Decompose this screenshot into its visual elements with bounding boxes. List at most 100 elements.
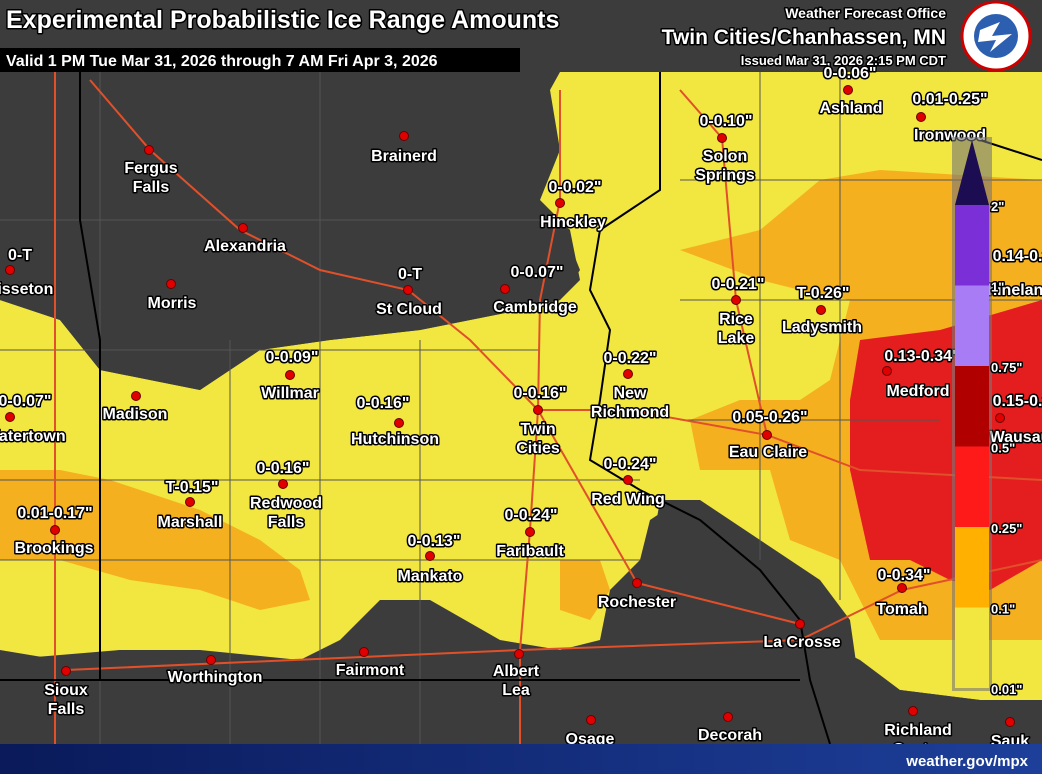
city-name: Rice [719, 311, 753, 328]
city-name: Falls [48, 701, 85, 718]
city-name: Madison [103, 406, 168, 423]
city-dot [50, 525, 60, 535]
office-label: Weather Forecast Office [785, 5, 946, 21]
city-name: Cities [516, 440, 560, 457]
city-name: Worthington [168, 669, 263, 686]
city-name: Ashland [819, 100, 882, 117]
ice-amount: 0-0.02" [549, 179, 602, 196]
ice-amount: 0-0.16" [257, 460, 310, 477]
legend-label: 0.75" [991, 360, 1022, 375]
ice-amount: 0-0.24" [604, 456, 657, 473]
ice-amount: 0-0.24" [505, 507, 558, 524]
city-dot [623, 369, 633, 379]
ice-amount: T-0.26" [797, 285, 850, 302]
city-name: Springs [695, 167, 755, 184]
ice-zone-medium [0, 470, 310, 610]
city-name: Morris [148, 295, 197, 312]
city-name: Brainerd [371, 148, 437, 165]
city-dot [5, 412, 15, 422]
ice-zone-high [850, 300, 1042, 590]
city-name: Cambridge [493, 299, 577, 316]
legend-label: 0.1" [991, 602, 1015, 617]
map-title: Experimental Probabilistic Ice Range Amo… [6, 6, 559, 34]
city-dot [185, 497, 195, 507]
city-name: New [614, 385, 647, 402]
city-dot [403, 285, 413, 295]
city-name: Sisseton [0, 281, 53, 298]
city-dot [131, 391, 141, 401]
ice-amount: 0-0.13" [408, 533, 461, 550]
city-name: Medford [886, 383, 949, 400]
city-name: Falls [268, 514, 305, 531]
ice-amount: 0-0.06" [824, 65, 877, 82]
ice-amount: 0-0.07" [511, 264, 564, 281]
city-name: Marshall [158, 514, 223, 531]
city-name: Mankato [398, 568, 463, 585]
city-name: Lake [718, 330, 755, 347]
city-name: Twin [520, 421, 555, 438]
city-name: Fairmont [336, 662, 405, 679]
ice-amount: 0.13-0.34" [884, 348, 959, 365]
city-dot [399, 131, 409, 141]
legend-swatch [955, 140, 989, 205]
legend-label: 0.5" [991, 441, 1015, 456]
ice-amount: 0-0.10" [700, 113, 753, 130]
city-dot [166, 279, 176, 289]
city-name: Eau Claire [729, 444, 807, 461]
city-name: Tomah [876, 601, 927, 618]
city-name: Hutchinson [351, 431, 439, 448]
legend-swatch [955, 446, 989, 527]
city-name: La Crosse [763, 634, 840, 651]
legend-label: 0.25" [991, 521, 1022, 536]
city-dot [908, 706, 918, 716]
footer-url: weather.gov/mpx [905, 753, 1028, 770]
ice-amount: 0-T [398, 266, 422, 283]
legend-label: 1" [991, 280, 1004, 295]
city-dot [61, 666, 71, 676]
city-dot [206, 655, 216, 665]
nws-logo [960, 0, 1032, 72]
city-dot [882, 366, 892, 376]
ice-amount: 0-T [8, 247, 32, 264]
city-name: Albert [493, 663, 540, 680]
city-name: Faribault [496, 543, 564, 560]
footer-bar [0, 744, 1042, 774]
ice-amount: 0.01-0.25" [912, 91, 987, 108]
legend-label: 0.01" [991, 682, 1022, 697]
city-name: Red Wing [591, 491, 665, 508]
city-dot [514, 649, 524, 659]
city-dot [897, 583, 907, 593]
legend-swatch [955, 527, 989, 608]
legend-label: 2" [991, 199, 1004, 214]
city-dot [723, 712, 733, 722]
city-dot [238, 223, 248, 233]
ice-amount: 0-0.07" [0, 393, 51, 410]
legend-swatch [955, 366, 989, 447]
city-dot [623, 475, 633, 485]
city-dot [632, 578, 642, 588]
city-name: Lea [502, 682, 530, 699]
city-name: Decorah [698, 727, 762, 744]
city-dot [717, 133, 727, 143]
ice-amount: 0-0.21" [712, 276, 765, 293]
valid-strip [0, 48, 520, 72]
legend-swatch [955, 285, 989, 366]
ice-amount: 0.01-0.17" [17, 505, 92, 522]
ice-amount: 0-0.09" [266, 349, 319, 366]
city-dot [1005, 717, 1015, 727]
city-dot [285, 370, 295, 380]
city-dot [525, 527, 535, 537]
city-name: Ladysmith [782, 319, 862, 336]
city-dot [425, 551, 435, 561]
city-name: Hinckley [540, 214, 606, 231]
issued-time: Issued Mar 31, 2026 2:15 PM CDT [741, 53, 946, 68]
city-dot [533, 405, 543, 415]
city-dot [995, 413, 1005, 423]
city-name: St Cloud [376, 301, 442, 318]
city-dot [5, 265, 15, 275]
city-dot [394, 418, 404, 428]
city-name: Sioux [44, 682, 88, 699]
city-dot [278, 479, 288, 489]
